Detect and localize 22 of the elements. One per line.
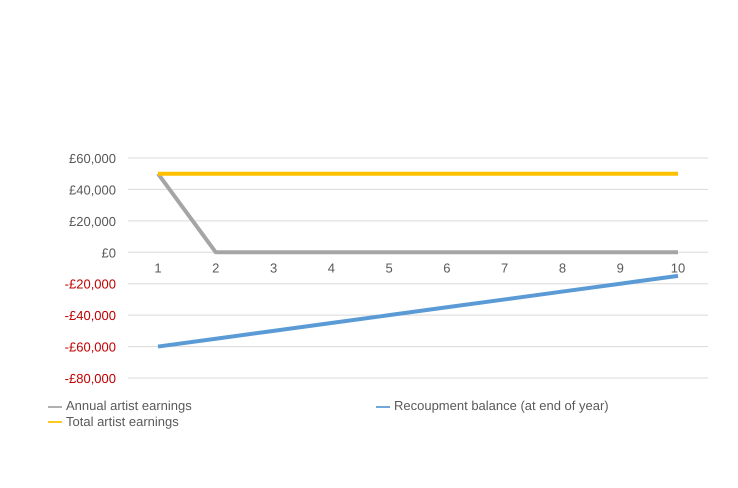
legend-label: Annual artist earnings: [66, 398, 193, 413]
x-tick-label: 8: [558, 260, 566, 276]
x-tick-label: 2: [212, 260, 220, 276]
x-tick-label: 7: [501, 260, 508, 276]
x-tick-label: 4: [328, 260, 335, 276]
y-tick-label: -£60,000: [64, 340, 116, 355]
legend-label: Total artist earnings: [66, 414, 180, 429]
x-tick-label: 5: [385, 260, 393, 276]
y-tick-label: £20,000: [69, 214, 116, 229]
x-tick-label: 9: [616, 260, 624, 276]
y-tick-label: -£20,000: [64, 276, 116, 292]
x-tick-label: 1: [154, 260, 162, 276]
y-tick-label: £60,000: [69, 151, 116, 166]
y-tick-label: £0: [102, 245, 116, 260]
x-tick-label: 3: [270, 260, 278, 276]
y-tick-label: £40,000: [69, 182, 116, 198]
x-tick-label: 6: [443, 260, 451, 276]
y-tick-label: -£80,000: [64, 371, 116, 386]
legend-label: Recoupment balance (at end of year): [394, 398, 610, 413]
x-tick-label: 10: [670, 260, 686, 276]
y-tick-label: -£40,000: [64, 308, 116, 324]
line-series: [156, 274, 680, 349]
